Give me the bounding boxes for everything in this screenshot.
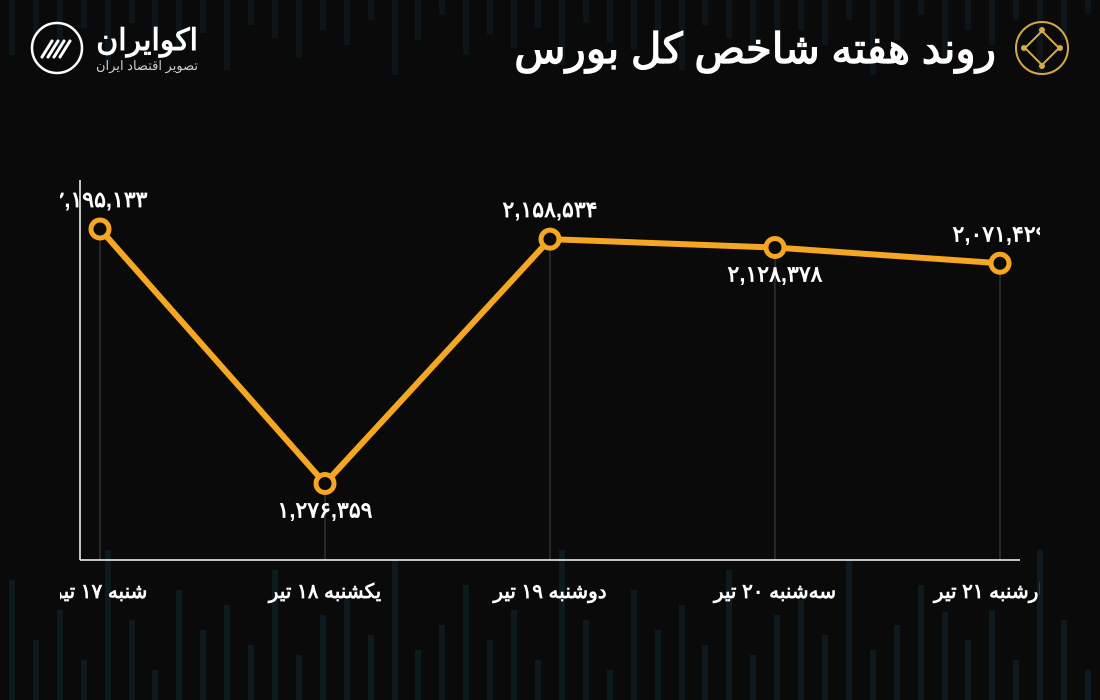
x-axis-label: یکشنبه ۱۸ تیر — [267, 581, 382, 604]
value-label: ۲,۱۲۸,۳۷۸ — [728, 262, 823, 287]
x-axis-label: چهارشنبه ۲۱ تیر — [932, 581, 1040, 604]
x-axis-label: سه‌شنبه ۲۰ تیر — [712, 581, 836, 604]
x-axis-label: شنبه ۱۷ تیر — [60, 581, 147, 604]
page-title: روند هفته شاخص کل بورس — [514, 24, 996, 73]
x-axis-label: دوشنبه ۱۹ تیر — [491, 581, 606, 604]
brand-logo-icon — [30, 21, 84, 75]
header: روند هفته شاخص کل بورس اکوایران تصویر اق… — [30, 20, 1070, 76]
value-label: ۲,۱۹۵,۱۳۳ — [60, 187, 148, 212]
value-label: ۱,۲۷۶,۳۵۹ — [278, 497, 373, 522]
brand: اکوایران تصویر اقتصاد ایران — [30, 21, 198, 75]
line-chart: ۲,۱۹۵,۱۳۳ شنبه ۱۷ تیر ۱,۲۷۶,۳۵۹ یکشنبه ۱۸ ت… — [60, 160, 1040, 640]
brand-name: اکوایران — [96, 23, 198, 58]
value-label: ۲,۱۵۸,۵۳۴ — [503, 197, 598, 222]
title-area: روند هفته شاخص کل بورس — [514, 20, 1070, 76]
value-label: ۲,۰۷۱,۴۲۹ — [953, 221, 1040, 246]
brand-subtitle: تصویر اقتصاد ایران — [96, 58, 198, 74]
emblem-icon — [1014, 20, 1070, 76]
